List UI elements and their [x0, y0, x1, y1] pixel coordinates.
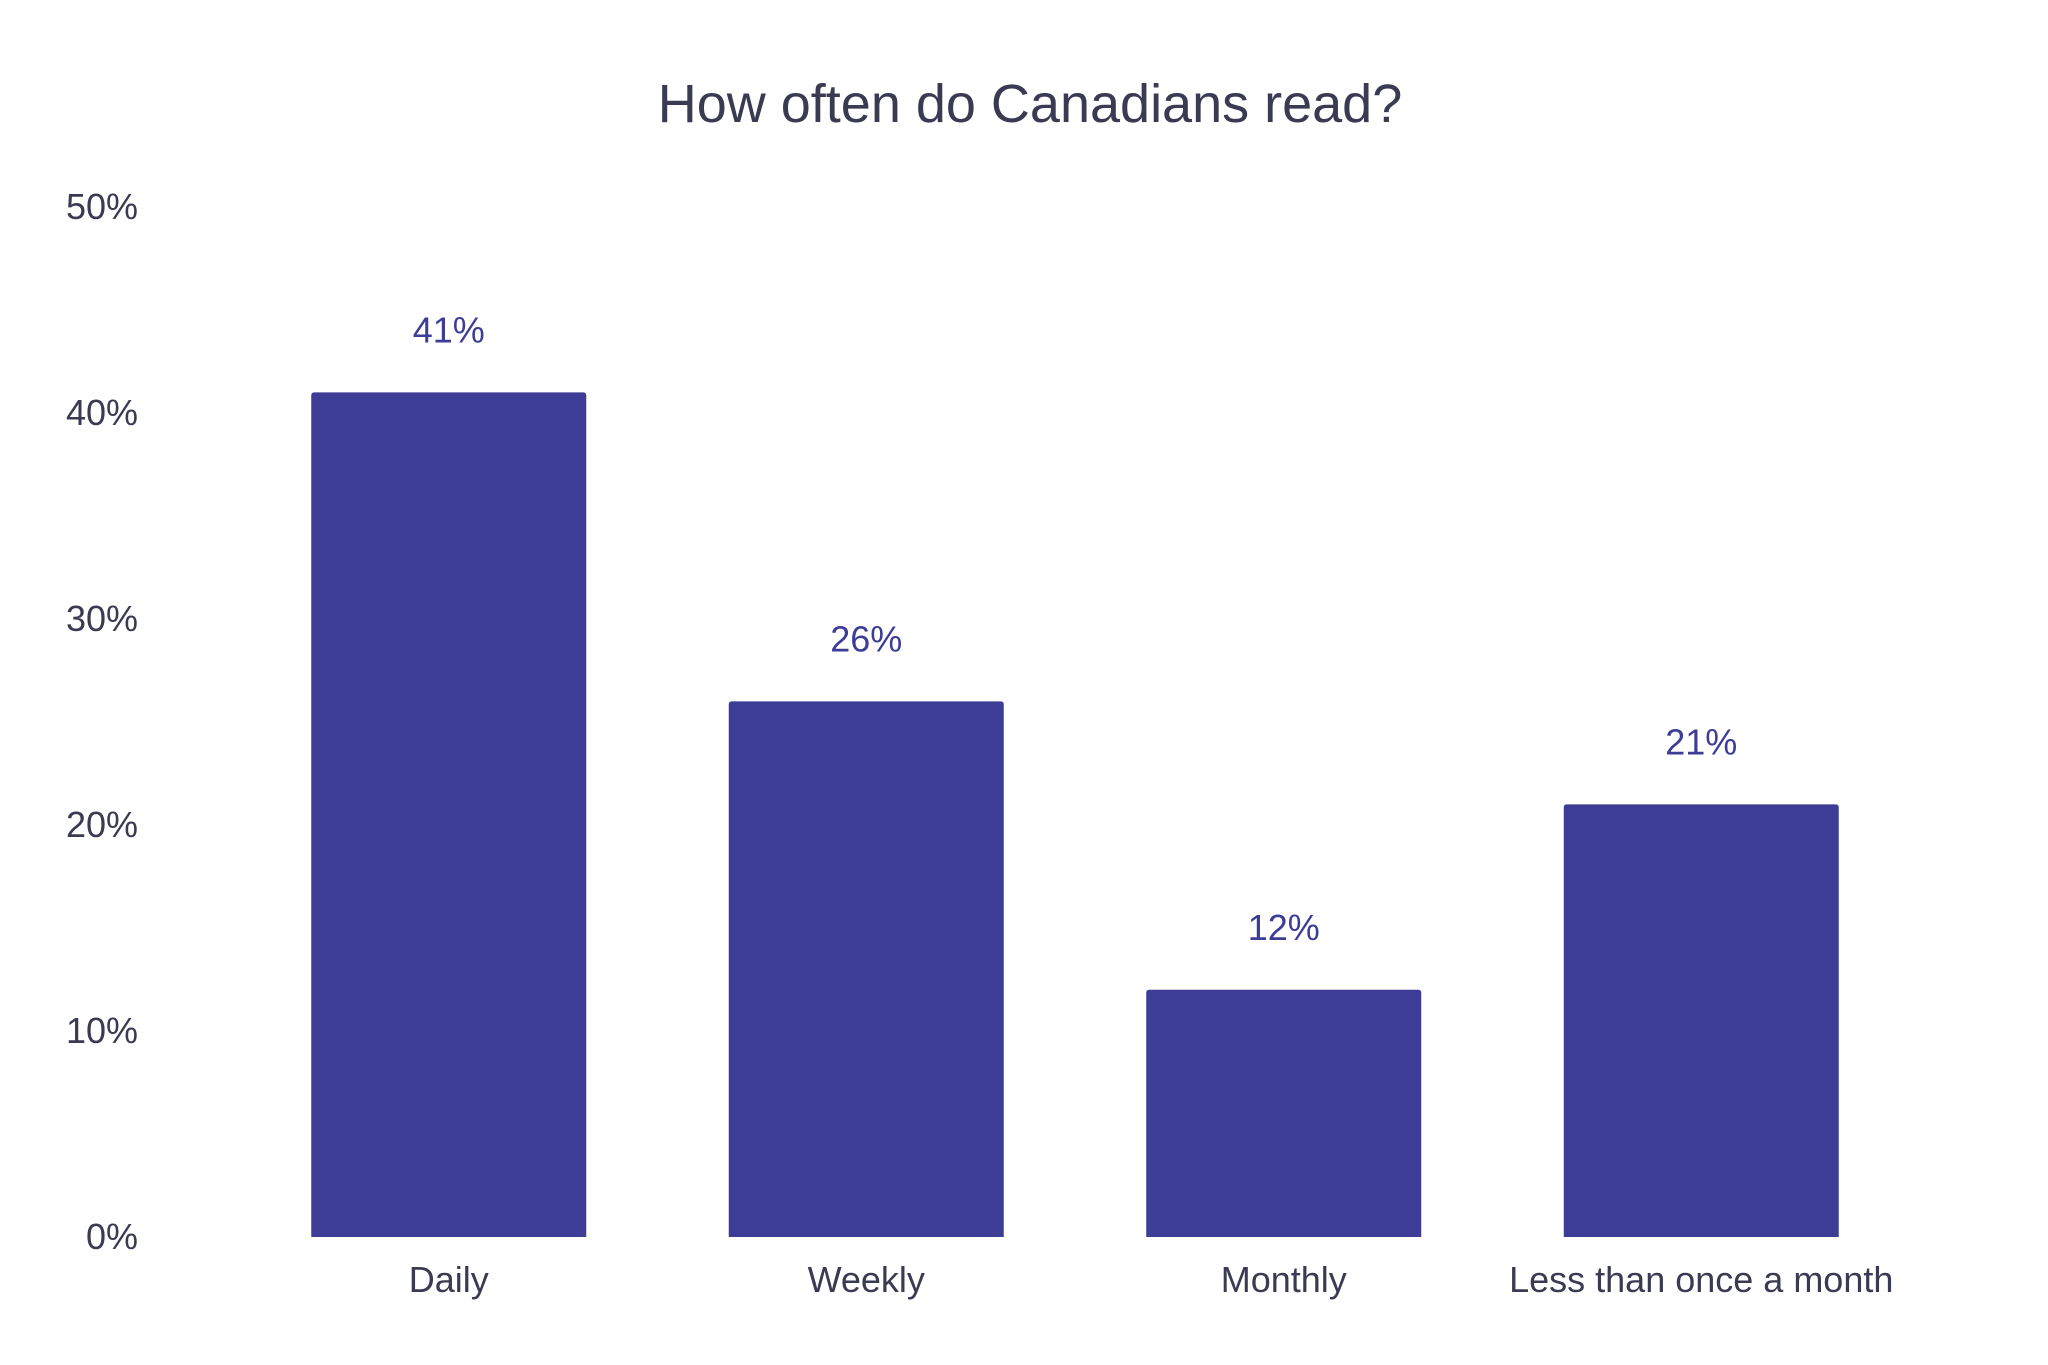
data-label: 21% [1665, 721, 1737, 762]
x-category-label: Monthly [1221, 1259, 1347, 1300]
x-category-label: Weekly [808, 1259, 925, 1300]
y-tick-label: 50% [66, 186, 138, 227]
y-tick-label: 40% [66, 392, 138, 433]
data-label: 41% [413, 309, 485, 350]
y-tick-label: 30% [66, 598, 138, 639]
data-label: 26% [830, 618, 902, 659]
chart-title: How often do Canadians read? [658, 74, 1403, 134]
y-tick-label: 0% [86, 1216, 138, 1257]
bar-monthly [1146, 989, 1422, 1237]
bar-less-than-once-a-month [1563, 804, 1839, 1237]
bar-weekly [728, 701, 1004, 1237]
x-category-label: Daily [409, 1259, 489, 1300]
y-tick-label: 10% [66, 1010, 138, 1051]
data-label: 12% [1248, 907, 1320, 948]
x-category-label: Less than once a month [1509, 1259, 1893, 1300]
y-tick-label: 20% [66, 804, 138, 845]
bar-daily [311, 392, 587, 1237]
